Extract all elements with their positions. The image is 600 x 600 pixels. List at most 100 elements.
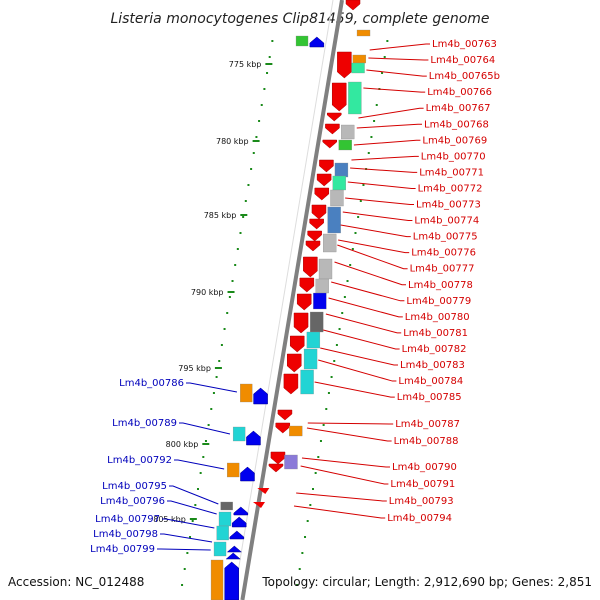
gene-block-minus bbox=[220, 501, 233, 511]
gene-label-plus: Lm4b_00778 bbox=[408, 280, 473, 291]
tick-dot-right bbox=[346, 280, 349, 282]
tick-dot-left bbox=[196, 488, 199, 490]
gene-block bbox=[348, 81, 362, 115]
gene-label-plus: Lm4b_00766 bbox=[427, 87, 492, 98]
leader-line-minus bbox=[160, 533, 213, 543]
gene-label-plus: Lm4b_00764 bbox=[430, 55, 495, 66]
tick-dot-right bbox=[343, 296, 346, 298]
tick-dot-right bbox=[322, 424, 325, 426]
gene-block-minus bbox=[226, 462, 240, 478]
tick-dot-right bbox=[296, 584, 299, 586]
tick-dot-left bbox=[218, 360, 221, 362]
leader-line-plus bbox=[328, 297, 403, 318]
gene-arrow-plus bbox=[337, 51, 352, 79]
tick-dot-left bbox=[263, 88, 266, 90]
gene-block bbox=[334, 162, 349, 178]
gene-arrow-minus bbox=[240, 466, 255, 482]
gene-label-plus: Lm4b_00784 bbox=[398, 376, 463, 387]
backbone-line bbox=[240, 0, 344, 600]
gene-label-plus: Lm4b_00785 bbox=[397, 392, 462, 403]
gene-block-minus bbox=[216, 525, 229, 541]
tick-dot-left bbox=[250, 168, 253, 170]
tick-dot-left bbox=[228, 296, 231, 298]
leader-line-minus bbox=[179, 422, 231, 435]
leader-line-plus bbox=[300, 465, 389, 485]
gene-block bbox=[351, 62, 365, 74]
tick-dot-left bbox=[186, 552, 189, 554]
tick-dot-right bbox=[338, 328, 341, 330]
gene-label-plus: Lm4b_00779 bbox=[406, 296, 471, 307]
map-title: Listeria monocytogenes Clip81459, comple… bbox=[110, 11, 489, 27]
gene-block-minus bbox=[213, 541, 227, 557]
leader-line-minus bbox=[174, 459, 225, 470]
gene-label-minus: Lm4b_00798 bbox=[93, 529, 158, 540]
gene-label-plus: Lm4b_00773 bbox=[416, 200, 481, 211]
gene-label-plus: Lm4b_00774 bbox=[414, 216, 479, 227]
gene-label-plus: Lm4b_00793 bbox=[389, 496, 454, 507]
leader-line-minus bbox=[169, 485, 219, 505]
tick-dot-left bbox=[223, 328, 226, 330]
tick-dot-right bbox=[349, 264, 352, 266]
tick-dot-right bbox=[362, 184, 365, 186]
gene-block bbox=[341, 124, 355, 140]
leader-line-plus bbox=[342, 211, 413, 222]
tick-dot-right bbox=[341, 312, 344, 314]
leader-line-plus bbox=[301, 457, 390, 468]
tick-dot-left bbox=[204, 440, 207, 442]
gene-arrow-plus bbox=[293, 312, 309, 334]
tick-dot-right bbox=[327, 392, 330, 394]
gene-label-plus: Lm4b_00783 bbox=[400, 360, 465, 371]
tick-dot-right bbox=[317, 456, 320, 458]
gene-block bbox=[310, 311, 324, 333]
leader-line-plus bbox=[306, 427, 392, 442]
minus-strand-labels: Lm4b_00786 Lm4b_00789 Lm4b_00792 Lm4b_00795… bbox=[90, 378, 184, 555]
tick-dot-right bbox=[314, 472, 317, 474]
tick-dot-left bbox=[212, 392, 215, 394]
gene-arrow-plus bbox=[305, 240, 321, 252]
gene-label-plus: Lm4b_00765b bbox=[429, 71, 500, 82]
gene-block bbox=[352, 54, 367, 64]
gene-arrow-minus bbox=[226, 545, 243, 553]
gene-arrow-plus bbox=[316, 173, 332, 187]
gene-block bbox=[356, 29, 371, 37]
tick-dot-right bbox=[357, 216, 360, 218]
tick-dot-right bbox=[335, 344, 338, 346]
gene-arrow-minus bbox=[309, 36, 325, 48]
gene-block bbox=[332, 175, 346, 191]
gene-block bbox=[313, 292, 327, 310]
gene-arrow-plus bbox=[270, 451, 286, 465]
gene-block bbox=[306, 331, 321, 349]
tick-dot-left bbox=[189, 536, 192, 538]
gene-block bbox=[338, 139, 352, 151]
gene-arrow-small bbox=[253, 502, 265, 508]
tick-dot-right bbox=[375, 104, 378, 106]
gene-label-plus: Lm4b_00768 bbox=[424, 119, 489, 130]
gene-arrow-small bbox=[257, 488, 270, 494]
leader-line-minus bbox=[186, 382, 238, 393]
gene-arrow-plus bbox=[314, 187, 330, 201]
kbp-tick-label: 795 kbp bbox=[178, 364, 211, 373]
leader-line-plus bbox=[347, 181, 416, 189]
gene-block-minus bbox=[295, 35, 309, 47]
tick-dot-right bbox=[367, 152, 370, 154]
gene-arrow-plus bbox=[309, 218, 324, 230]
gene-arrow-minus bbox=[229, 530, 245, 540]
backbone-shadow bbox=[232, 0, 334, 600]
tick-dot-right bbox=[381, 72, 384, 74]
gene-block bbox=[289, 425, 303, 437]
tick-dot-left bbox=[239, 232, 242, 234]
gene-arrow-plus bbox=[277, 409, 293, 421]
tick-dot-left bbox=[181, 584, 184, 586]
gene-label-minus: Lm4b_00797 bbox=[95, 514, 160, 525]
tick-dot-left bbox=[199, 472, 202, 474]
genome-backbone bbox=[232, 0, 344, 600]
tick-dot-left bbox=[255, 136, 258, 138]
tick-dot-left bbox=[236, 248, 239, 250]
tick-dot-left bbox=[226, 312, 229, 314]
gene-block-minus bbox=[210, 559, 224, 600]
gene-label-minus: Lm4b_00786 bbox=[119, 378, 184, 389]
gene-label-plus: Lm4b_00782 bbox=[402, 344, 467, 355]
kbp-tick-label: 775 kbp bbox=[229, 60, 262, 69]
gene-label-plus: Lm4b_00777 bbox=[410, 264, 475, 275]
gene-arrow-minus bbox=[224, 561, 239, 600]
